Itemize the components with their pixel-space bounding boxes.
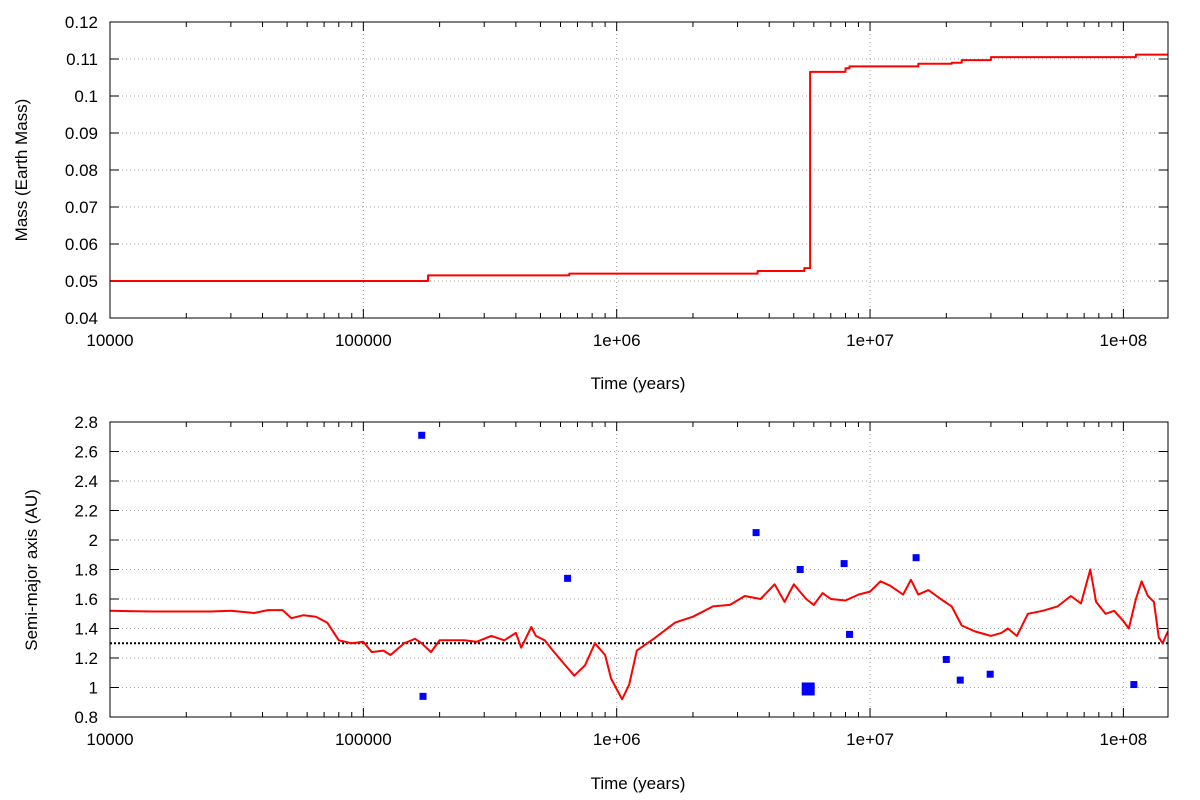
- semimajor-xtick-label: 1e+08: [1100, 730, 1148, 749]
- semimajor-marker-1: [419, 692, 427, 700]
- mass-xtick-label: 1e+07: [846, 331, 894, 350]
- semimajor-marker-10: [956, 676, 964, 684]
- semimajor-panel: Semi-major axis (AU) Time (years) 10000 1…: [22, 413, 1169, 793]
- semimajor-ticks: [109, 421, 1168, 718]
- mass-ytick-label: 0.1: [74, 87, 98, 106]
- semimajor-ytick-label: 1: [89, 679, 98, 698]
- mass-panel: Mass (Earth Mass) Time (years) 10000 1000…: [12, 13, 1169, 393]
- mass-xtick-label: 100000: [335, 331, 392, 350]
- semimajor-ytick-label: 2.6: [74, 443, 98, 462]
- semimajor-plot-frame: [109, 421, 1169, 718]
- mass-ytick-label: 0.05: [65, 272, 98, 291]
- semimajor-ytick-label: 1.4: [74, 620, 98, 639]
- mass-ytick-label: 0.07: [65, 198, 98, 217]
- semimajor-ytick-label: 0.8: [74, 708, 98, 727]
- semimajor-marker-4: [796, 566, 804, 573]
- semimajor-ytick-label: 1.8: [74, 561, 98, 580]
- semimajor-grid: [110, 422, 1168, 717]
- semimajor-xtick-label: 1e+06: [593, 730, 641, 749]
- mass-xlabel: Time (years): [591, 374, 686, 393]
- mass-xtick-label: 10000: [86, 331, 133, 350]
- semimajor-xlabel: Time (years): [591, 774, 686, 793]
- semimajor-marker-7: [846, 630, 854, 638]
- semimajor-ytick-label: 1.6: [74, 590, 98, 609]
- mass-ticks: [109, 21, 1168, 319]
- semimajor-marker-9: [942, 655, 950, 663]
- mass-xtick-label: 1e+08: [1100, 331, 1148, 350]
- mass-ytick-label: 0.06: [65, 235, 98, 254]
- semimajor-xtick-label: 10000: [86, 730, 133, 749]
- semimajor-xtick-label: 1e+07: [846, 730, 894, 749]
- mass-grid: [110, 22, 1168, 318]
- semimajor-ytick-label: 2.8: [74, 413, 98, 432]
- semimajor-marker-11: [986, 670, 994, 678]
- mass-ytick-label: 0.04: [65, 309, 98, 328]
- semimajor-xtick-label: 100000: [335, 730, 392, 749]
- semimajor-series-line-0: [110, 568, 1168, 701]
- mass-ytick-label: 0.09: [65, 124, 98, 143]
- semimajor-ytick-label: 2.4: [74, 472, 98, 491]
- mass-ytick-label: 0.11: [66, 50, 98, 69]
- semimajor-marker-2: [564, 574, 572, 582]
- mass-plot-frame: [109, 21, 1169, 319]
- mass-series-line-0: [110, 53, 1168, 282]
- mass-ylabel: Mass (Earth Mass): [12, 99, 31, 242]
- semimajor-marker-5: [801, 682, 815, 696]
- semimajor-marker-12: [1130, 681, 1138, 689]
- mass-ytick-label: 0.12: [65, 13, 98, 32]
- semimajor-ytick-label: 2: [89, 531, 98, 550]
- semimajor-ylabel: Semi-major axis (AU): [22, 489, 41, 651]
- semimajor-ytick-label: 2.2: [74, 502, 98, 521]
- mass-xtick-label: 1e+06: [593, 331, 641, 350]
- mass-ytick-label: 0.08: [65, 161, 98, 180]
- semimajor-marker-8: [912, 554, 920, 562]
- semimajor-marker-0: [418, 431, 426, 439]
- semimajor-marker-6: [840, 560, 848, 568]
- semimajor-ytick-label: 1.2: [74, 649, 98, 668]
- semimajor-marker-3: [752, 529, 760, 537]
